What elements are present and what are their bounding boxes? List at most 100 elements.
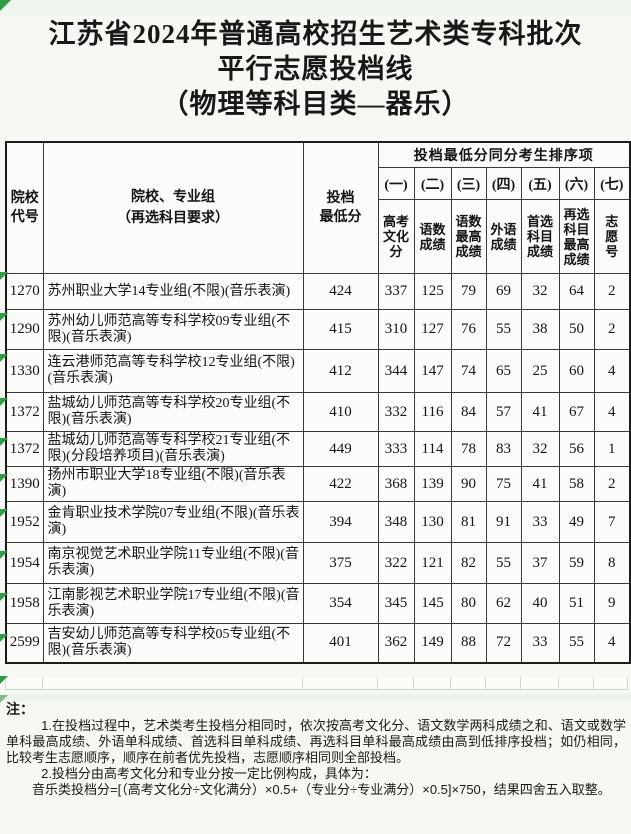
cell-school: 连云港师范高等专科学校12专业组(不限)(音乐表演) [42,349,304,393]
cell-rank-2: 127 [413,309,452,350]
green-corner-icon [0,509,8,517]
cell-rank-3: 74 [450,349,487,393]
note-item-3: 音乐类投档分=[（高考文化分÷文化满分）×0.5+（专业分÷专业满分）×0.5]… [32,782,611,797]
green-corner-icon [0,0,11,11]
cell-rank-3: 82 [450,542,487,584]
table-row: 1372 盐城幼儿师范高等专科学校21专业组(不限)(分段培养项目)(音乐表演)… [5,431,631,467]
cell-rank-7: 1 [593,431,631,467]
cell-rank-2: 125 [413,273,452,310]
table-row: 1954 南京视觉艺术职业学院11专业组(不限)(音乐表演) 375 322 1… [5,542,631,584]
green-corner-icon [0,272,8,280]
cell-rank-1: 368 [377,466,415,502]
title-line-2: 平行志愿投档线 [217,54,414,84]
cell-rank-4: 55 [485,542,522,584]
cell-school: 南京视觉艺术职业学院11专业组(不限)(音乐表演) [42,542,304,584]
cell-rank-2: 147 [413,349,452,393]
cell-rank-1: 337 [377,273,415,310]
cell-rank-5: 40 [520,583,560,624]
cell-rank-1: 322 [377,542,415,584]
table-row: 1390 扬州市职业大学18专业组(不限)(音乐表演) 422 368 139 … [5,466,631,502]
header-sublabel-6: 再选 科目 最高 成绩 [558,199,595,274]
title-line-3: （物理等科目类—器乐） [161,89,470,119]
cell-rank-2: 130 [413,501,452,543]
cell-rank-2: 145 [413,583,452,624]
cell-code: 1372 [5,431,44,467]
cell-rank-5: 33 [520,501,560,543]
cell-rank-4: 91 [485,501,522,543]
cell-school: 吉安幼儿师范高等专科学校05专业组(不限)(音乐表演) [42,623,304,663]
cell-rank-3: 80 [450,583,487,624]
cell-rank-7: 9 [593,583,631,624]
cell-rank-3: 88 [450,623,487,663]
green-corner-icon [0,695,8,703]
cell-rank-2: 149 [413,623,452,663]
cell-rank-6: 51 [558,583,595,624]
cell-rank-2: 116 [413,392,452,432]
cell-rank-6: 58 [558,466,595,502]
table-row: 1330 连云港师范高等专科学校12专业组(不限)(音乐表演) 412 344 … [5,349,631,393]
title-line-1: 江苏省2024年普通高校招生艺术类专科批次 [48,19,583,49]
cell-min: 401 [302,623,379,663]
header-tiebreak-group: 投档最低分同分考生排序项 [377,141,631,168]
cell-code: 1952 [5,501,44,543]
cell-rank-6: 67 [558,392,595,432]
header-ordinal-7: (七) [593,167,631,200]
cell-rank-5: 41 [520,466,560,502]
cell-code: 1330 [5,349,44,393]
cell-rank-6: 59 [558,542,595,584]
cell-rank-7: 4 [593,392,631,432]
cell-min: 412 [302,349,379,393]
cell-rank-5: 32 [520,273,560,310]
cell-rank-7: 8 [593,542,631,584]
cell-rank-3: 81 [450,501,487,543]
cell-code: 1958 [5,583,44,624]
cell-rank-1: 332 [377,392,415,432]
cell-min: 415 [302,309,379,350]
cell-rank-5: 33 [520,623,560,663]
cell-rank-4: 65 [485,349,522,393]
cell-min: 394 [302,501,379,543]
header-ordinal-6: (六) [558,167,595,200]
cell-rank-4: 57 [485,392,522,432]
header-sublabel-4: 外语 成绩 [485,199,522,274]
table-row: 2599 吉安幼儿师范高等专科学校05专业组(不限)(音乐表演) 401 362… [5,623,631,663]
header-ordinal-2: (二) [413,167,452,200]
notes-section: 注： 1.在投档过程中，艺术类考生投档分相同时，依次按高考文化分、语文数学两科成… [6,700,626,798]
header-sublabel-2: 语数 成绩 [413,199,452,274]
cell-code: 1390 [5,466,44,502]
cell-school: 苏州职业大学14专业组(不限)(音乐表演) [42,273,304,310]
header-ordinal-3: (三) [450,167,487,200]
header-college-code: 院校 代号 [5,141,44,274]
cell-code: 1270 [5,273,44,310]
cell-rank-6: 50 [558,309,595,350]
cell-school: 苏州幼儿师范高等专科学校09专业组(不限)(音乐表演) [42,309,304,350]
cell-rank-3: 76 [450,309,487,350]
cell-rank-6: 60 [558,349,595,393]
cell-rank-3: 90 [450,466,487,502]
cell-rank-6: 64 [558,273,595,310]
cell-rank-2: 121 [413,542,452,584]
cell-min: 375 [302,542,379,584]
cell-rank-5: 41 [520,392,560,432]
cell-rank-4: 83 [485,431,522,467]
cell-min: 422 [302,466,379,502]
header-sublabel-5: 首选 科目 成绩 [520,199,560,274]
cell-school: 扬州市职业大学18专业组(不限)(音乐表演) [42,466,304,502]
notes-label: 注： [6,701,34,717]
cell-rank-6: 56 [558,431,595,467]
header-sublabel-3: 语数 最高 成绩 [450,199,487,274]
cell-min: 424 [302,273,379,310]
cell-rank-3: 78 [450,431,487,467]
cell-rank-6: 55 [558,623,595,663]
header-row-ordinals: (一) (二) (三) (四) (五) (六) (七) [6,167,631,200]
table-row: 1372 盐城幼儿师范高等专科学校20专业组(不限)(音乐表演) 410 332… [5,392,631,432]
cell-rank-7: 4 [593,349,631,393]
cell-rank-6: 49 [558,501,595,543]
under-band [0,694,631,701]
cell-rank-5: 32 [520,431,560,467]
cell-rank-5: 38 [520,309,560,350]
header-row-group: 院校 代号 院校、专业组 （再选科目要求） 投档 最低分 投档最低分同分考生排序… [5,141,631,274]
cell-rank-4: 72 [485,623,522,663]
cell-rank-7: 7 [593,501,631,543]
cell-rank-1: 345 [377,583,415,624]
